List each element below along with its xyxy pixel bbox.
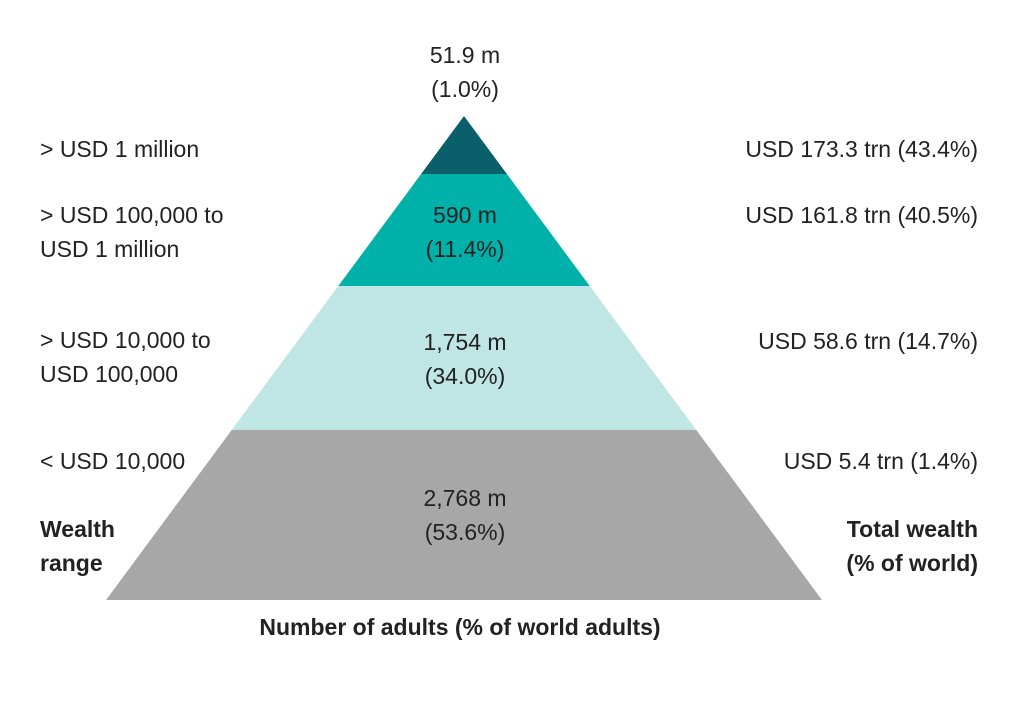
tier-4-adults-line-2: (53.6%) [424, 519, 506, 545]
tier-4-total-wealth: USD 5.4 trn (1.4%) [783, 448, 978, 474]
tier-1-adults-line-1: 51.9 m [429, 42, 501, 68]
tier-1-range-line-1: > USD 1 million [40, 136, 200, 162]
tier-2-range-line-2: USD 1 million [40, 236, 180, 262]
tier-1-total-wealth: USD 173.3 trn (43.4%) [745, 136, 978, 162]
wealth-range-heading-line-1: Wealth [40, 516, 115, 542]
tier-4-adults-label: 2,768 m (53.6%) [0, 481, 930, 549]
tier-4-wealth-range: < USD 10,000 [40, 444, 185, 478]
tier-3-range-line-2: USD 100,000 [40, 361, 179, 387]
pyramid-tier-3 [231, 286, 697, 430]
tier-1-adults-label: 51.9 m (1.0%) [0, 38, 930, 106]
tier-2-wealth-range: > USD 100,000 to USD 1 million [40, 198, 223, 266]
number-of-adults-axis-label: Number of adults (% of world adults) [259, 614, 661, 640]
tier-3-adults-line-2: (34.0%) [424, 363, 506, 389]
total-wealth-heading: Total wealth (% of world) [846, 512, 978, 580]
total-wealth-heading-line-2: (% of world) [846, 550, 978, 576]
tier-2-adults-label: 590 m (11.4%) [0, 198, 930, 266]
total-wealth-heading-line-1: Total wealth [846, 516, 978, 542]
tier-2-adults-line-2: (11.4%) [425, 236, 505, 262]
pyramid-tier-1 [421, 116, 507, 174]
tier-3-wealth-range: > USD 10,000 to USD 100,000 [40, 323, 211, 391]
tier-1-wealth-range: > USD 1 million [40, 132, 199, 166]
tier-2-range-line-1: > USD 100,000 to [40, 202, 224, 228]
tier-4-adults-line-1: 2,768 m [423, 485, 507, 511]
tier-3-adults-line-1: 1,754 m [423, 329, 507, 355]
wealth-range-heading: Wealth range [40, 512, 115, 580]
pyramid-tier-2 [338, 174, 590, 286]
tier-3-adults-label: 1,754 m (34.0%) [0, 325, 930, 393]
tier-2-adults-line-1: 590 m [433, 202, 497, 228]
pyramid-tiers [106, 116, 822, 600]
tier-4-range-line-1: < USD 10,000 [40, 448, 186, 474]
tier-3-total-wealth: USD 58.6 trn (14.7%) [758, 328, 978, 354]
wealth-range-heading-line-2: range [40, 550, 103, 576]
tier-2-total-wealth: USD 161.8 trn (40.5%) [745, 202, 978, 228]
pyramid-tier-4 [106, 430, 822, 600]
tier-1-adults-line-2: (1.0%) [431, 76, 499, 102]
tier-3-range-line-1: > USD 10,000 to [40, 327, 211, 353]
